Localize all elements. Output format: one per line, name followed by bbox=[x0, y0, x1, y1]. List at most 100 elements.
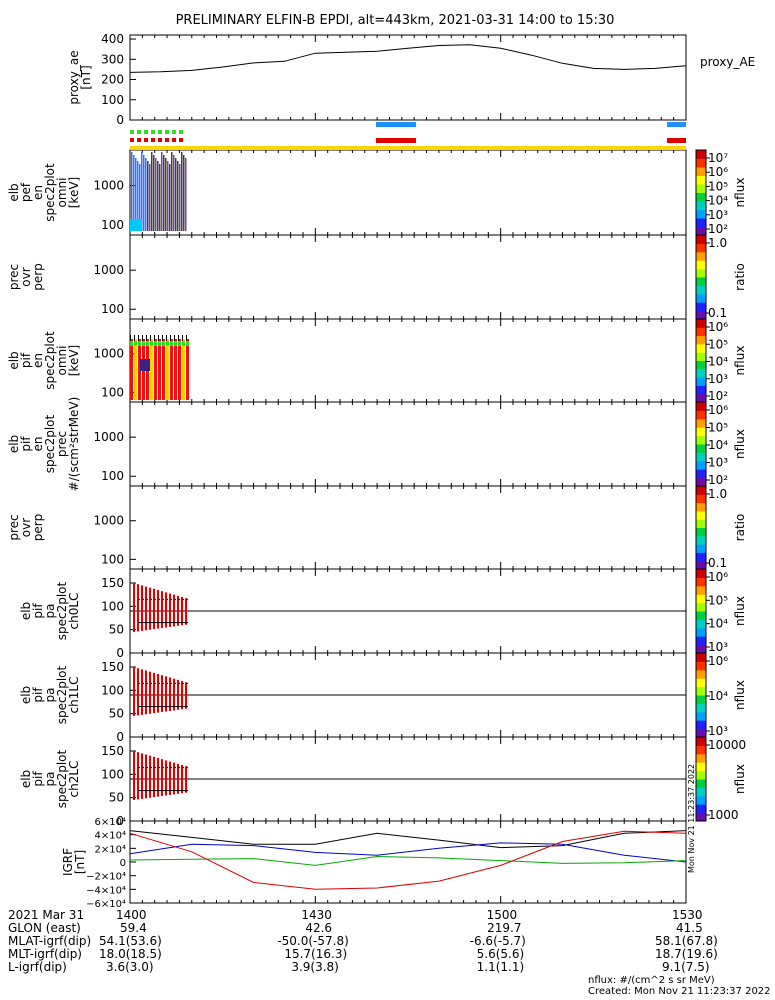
colorbar-swatch bbox=[696, 385, 706, 395]
row-value: 219.7 bbox=[487, 921, 522, 935]
y-axis-label: pif bbox=[19, 352, 33, 368]
colorbar-swatch bbox=[696, 268, 706, 278]
colorbar-swatch bbox=[696, 469, 706, 479]
row-value: 15.7(16.3) bbox=[284, 947, 348, 961]
row-value: 58.1(67.8) bbox=[655, 934, 718, 948]
colorbar-swatch bbox=[696, 410, 706, 420]
colorbar-swatch bbox=[696, 335, 706, 345]
y-tick-label: 0 bbox=[116, 730, 124, 744]
spectrogram-cell bbox=[130, 341, 133, 346]
spectrogram-cell bbox=[159, 164, 161, 231]
colorbar-tick-label: 10² bbox=[708, 389, 728, 403]
created-note: Created: Mon Nov 21 11:23:37 2022 bbox=[588, 986, 771, 997]
spectrogram-cell bbox=[143, 155, 145, 231]
spectrogram-cell bbox=[150, 339, 153, 400]
y-tick-label: 100 bbox=[101, 93, 124, 107]
colorbar-tick-label: 10⁶ bbox=[708, 570, 728, 584]
colorbar-swatch bbox=[696, 277, 706, 286]
colorbar-swatch bbox=[696, 653, 706, 662]
orbit-bar bbox=[130, 138, 134, 142]
panels: 4003002001000proxy_ae[nT]proxy_AE1000100… bbox=[7, 32, 755, 910]
spectrogram-cell bbox=[130, 335, 131, 341]
spectrogram-cell bbox=[155, 158, 157, 231]
colorbar-swatch bbox=[696, 686, 706, 696]
row-value: 59.4 bbox=[120, 921, 147, 935]
x-tick-label: 1500 bbox=[486, 908, 518, 922]
spectrogram-cell bbox=[182, 341, 185, 346]
colorbar-swatch bbox=[696, 302, 706, 312]
spectrogram-cell bbox=[162, 341, 165, 346]
colorbar-swatch bbox=[696, 310, 706, 320]
orbit-bar bbox=[667, 122, 686, 127]
igrf-series-line bbox=[129, 830, 687, 849]
spectrogram-cell bbox=[149, 164, 151, 231]
row-value: -6.6(-5.7) bbox=[469, 934, 526, 948]
colorbar-swatch bbox=[696, 804, 706, 814]
colorbar-tick-label: 10⁵ bbox=[708, 421, 728, 435]
colorbar-swatch bbox=[696, 745, 706, 755]
spectrogram-cell bbox=[145, 158, 147, 231]
colorbar-label: nflux bbox=[733, 764, 747, 794]
colorbar-swatch bbox=[696, 552, 706, 562]
colorbars: 10⁷10⁶10⁵10⁴10³10²nflux1.00.1ratio10⁶10⁵… bbox=[695, 149, 747, 822]
spectrogram-cell bbox=[174, 341, 177, 346]
y-axis-label: en bbox=[31, 437, 45, 452]
spectrogram-cell bbox=[162, 339, 165, 400]
colorbar: 10⁶ 10⁵ 10⁴ 10³ 10² nflux bbox=[695, 401, 747, 487]
igrf-series-line bbox=[129, 855, 687, 866]
y-axis-label: elb bbox=[19, 770, 33, 788]
y-tick-label: 50 bbox=[109, 791, 124, 805]
orbit-bar bbox=[667, 138, 686, 143]
colorbar-label: nflux bbox=[733, 596, 747, 626]
orbit-bar bbox=[151, 130, 155, 134]
row-label: L-igrf(dip) bbox=[8, 960, 67, 974]
colorbar-swatch bbox=[696, 435, 706, 445]
spectrogram-cell bbox=[186, 339, 189, 400]
colorbar-swatch bbox=[696, 402, 706, 411]
row-label: MLT-igrf(dip) bbox=[8, 947, 82, 961]
colorbar-swatch bbox=[696, 192, 706, 202]
colorbar-swatch bbox=[696, 418, 706, 428]
spectrogram-cell bbox=[146, 341, 149, 346]
colorbar-swatch bbox=[696, 184, 706, 193]
colorbar-tick-label: 1.0 bbox=[708, 236, 727, 250]
y-tick-label: 100 bbox=[101, 552, 124, 566]
x-tick-label: 1430 bbox=[301, 908, 332, 922]
y-tick-label: 100 bbox=[101, 599, 124, 613]
y-axis-label: omni bbox=[55, 178, 69, 208]
x-tick-label: 1400 bbox=[116, 908, 147, 922]
y-tick-label: 150 bbox=[101, 576, 124, 590]
colorbar-tick-label: 10³ bbox=[708, 724, 728, 738]
colorbar-swatch bbox=[696, 594, 706, 604]
row-value: 42.6 bbox=[305, 921, 333, 935]
colorbar-swatch bbox=[696, 577, 706, 587]
side-timestamp: Mon Nov 21 11:23:37 2022 bbox=[687, 764, 696, 873]
colorbar-swatch bbox=[696, 795, 706, 805]
y-tick-label: 2×10⁴ bbox=[95, 844, 126, 855]
colorbar-swatch bbox=[696, 201, 706, 210]
y-axis-label: perp bbox=[31, 514, 45, 542]
y-axis-label: spec2plot bbox=[43, 414, 57, 473]
colorbar-swatch bbox=[696, 368, 706, 378]
spectrogram-cell bbox=[178, 339, 181, 400]
spectrogram-cell bbox=[130, 339, 133, 400]
y-axis-label: ch0LC bbox=[67, 593, 81, 630]
colorbar-swatch bbox=[696, 711, 706, 721]
colorbar-swatch bbox=[696, 762, 706, 772]
spectrogram-cell bbox=[158, 339, 161, 400]
y-tick-label: 1000 bbox=[93, 514, 124, 528]
y-tick-label: 1000 bbox=[93, 263, 124, 277]
spectrogram-cell bbox=[130, 219, 142, 231]
colorbar-tick-label: 10⁴ bbox=[708, 355, 728, 369]
row-label: GLON (east) bbox=[8, 921, 81, 935]
x-tick-label: 1530 bbox=[672, 908, 703, 922]
spectrogram-cell bbox=[154, 335, 155, 341]
colorbar-swatch bbox=[696, 226, 706, 236]
colorbar-tick-label: 10³ bbox=[708, 208, 728, 222]
y-axis-label: pa bbox=[43, 688, 57, 703]
spectrogram-cell bbox=[165, 158, 167, 231]
spectrogram-cell bbox=[133, 155, 135, 231]
orbit-bar bbox=[144, 138, 148, 142]
